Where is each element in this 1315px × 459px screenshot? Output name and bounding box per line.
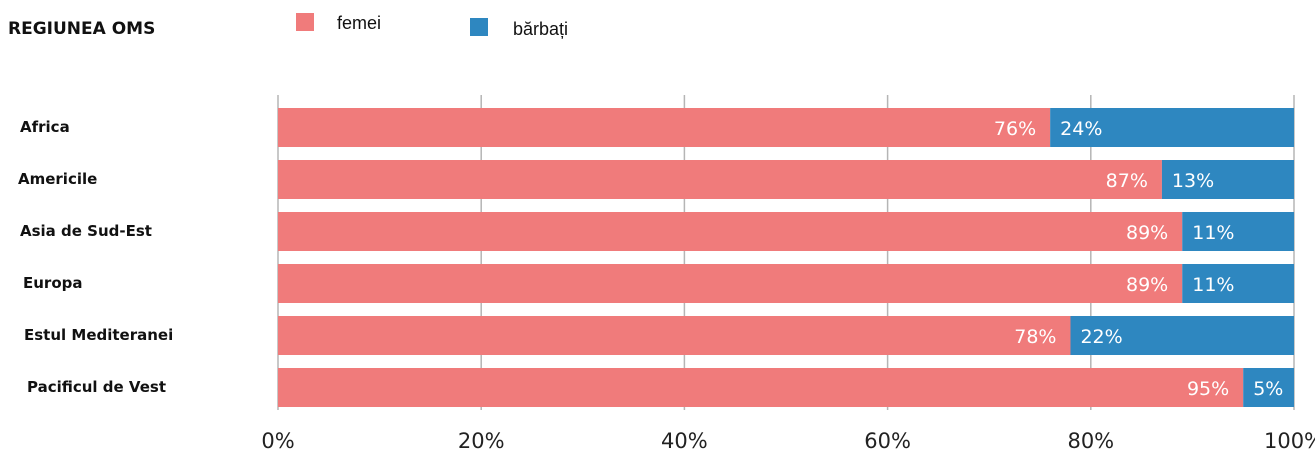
x-tick-label-100: 100%: [1264, 429, 1315, 453]
data-label-barbati-estul-mediteranei: 22%: [1080, 326, 1122, 348]
data-label-femei-estul-mediteranei: 78%: [1014, 326, 1056, 348]
data-label-femei-europa: 89%: [1126, 274, 1168, 296]
row-label-americile: Americile: [18, 170, 97, 188]
x-axis-ticks: 0% 20% 40% 60% 80% 100%: [261, 429, 1315, 453]
bar-barbati-estul-mediteranei: [1070, 316, 1294, 355]
bar-femei-americile: [278, 160, 1162, 199]
bars: [278, 108, 1294, 407]
row-label-europa: Europa: [23, 274, 83, 292]
bar-femei-asia-de-sud-est: [278, 212, 1183, 251]
data-label-femei-asia-de-sud-est: 89%: [1126, 222, 1168, 244]
data-label-femei-americile: 87%: [1106, 170, 1148, 192]
legend-label-barbati: bărbați: [513, 19, 568, 39]
bar-barbati-europa: [1182, 264, 1294, 303]
row-labels: Africa Americile Asia de Sud-Est Europa Estu…: [18, 118, 173, 396]
chart-heading: REGIUNEA OMS: [8, 19, 155, 39]
data-label-femei-africa: 76%: [994, 118, 1036, 140]
bar-barbati-pacificul-de-vest: [1243, 368, 1294, 407]
data-label-barbati-asia-de-sud-est: 11%: [1192, 222, 1234, 244]
bar-femei-europa: [278, 264, 1183, 303]
x-tick-label-20: 20%: [458, 429, 505, 453]
data-label-femei-pacificul-de-vest: 95%: [1187, 378, 1229, 400]
x-tick-label-40: 40%: [661, 429, 708, 453]
row-label-estul-mediteranei: Estul Mediteranei: [24, 326, 173, 344]
bar-femei-estul-mediteranei: [278, 316, 1071, 355]
data-label-barbati-europa: 11%: [1192, 274, 1234, 296]
data-label-barbati-americile: 13%: [1172, 170, 1214, 192]
bar-barbati-asia-de-sud-est: [1182, 212, 1294, 251]
row-label-asia-de-sud-est: Asia de Sud-Est: [20, 222, 152, 240]
bar-femei-pacificul-de-vest: [278, 368, 1244, 407]
row-label-pacificul-de-vest: Pacificul de Vest: [27, 378, 166, 396]
legend-swatch-barbati: [470, 18, 488, 36]
data-label-barbati-africa: 24%: [1060, 118, 1102, 140]
bar-barbati-africa: [1050, 108, 1294, 147]
x-tick-label-0: 0%: [261, 429, 294, 453]
bar-barbati-americile: [1161, 160, 1294, 199]
gridlines: [277, 95, 1295, 410]
x-tick-label-60: 60%: [864, 429, 911, 453]
data-labels: 76% 24% 87% 13% 89% 11% 89% 11% 78% 22% 95% 5%: [994, 118, 1283, 400]
legend: femei bărbați: [296, 13, 568, 39]
data-label-barbati-pacificul-de-vest: 5%: [1253, 378, 1283, 400]
row-label-africa: Africa: [20, 118, 70, 136]
legend-swatch-femei: [296, 13, 314, 31]
x-tick-label-80: 80%: [1067, 429, 1114, 453]
legend-label-femei: femei: [337, 13, 381, 33]
bar-femei-africa: [278, 108, 1051, 147]
